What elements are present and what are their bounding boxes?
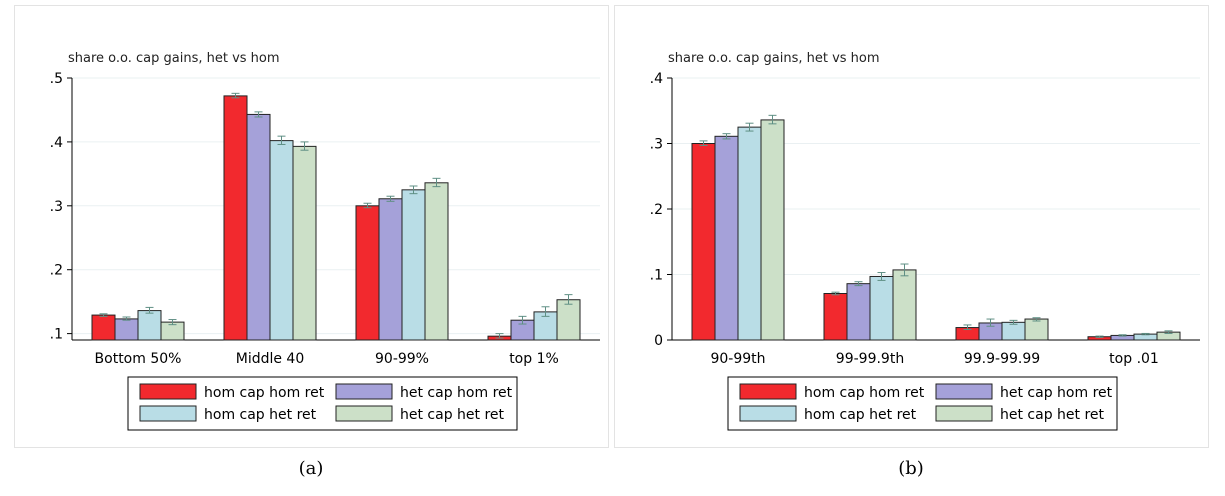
bar	[424, 182, 449, 341]
bar	[1024, 318, 1049, 341]
x-tick-label: 99-99.9th	[836, 351, 904, 367]
legend-label: hom cap hom ret	[804, 385, 925, 401]
y-tick-label: .4	[50, 135, 63, 151]
bar	[869, 275, 894, 341]
legend-swatch	[935, 405, 993, 422]
legend-swatch	[739, 383, 797, 400]
x-tick-label: Bottom 50%	[95, 351, 182, 367]
x-tick-label: 99.9-99.99	[964, 351, 1040, 367]
bar	[223, 95, 248, 341]
y-tick-label: .5	[50, 71, 63, 87]
chart-b: share o.o. cap gains, het vs hom 0 .1 .2 .3.…	[650, 51, 1200, 431]
legend-label: hom cap hom ret	[204, 385, 325, 401]
legend-label: het cap het ret	[400, 407, 505, 423]
legend-label: het cap het ret	[1000, 407, 1105, 423]
legend-label: het cap hom ret	[1000, 385, 1113, 401]
chart-title: share o.o. cap gains, het vs hom	[668, 51, 880, 66]
bar	[401, 189, 426, 341]
bar	[378, 198, 403, 341]
y-tick-label: .3	[50, 199, 63, 215]
legend-swatch	[139, 405, 197, 422]
legend-swatch	[739, 405, 797, 422]
bar	[556, 299, 581, 341]
x-tick-label: Middle 40	[236, 351, 305, 367]
legend-swatch	[335, 383, 393, 400]
caption-a: (a)	[298, 458, 324, 479]
bar	[691, 143, 716, 341]
bar	[355, 205, 380, 341]
y-tick-label: .2	[50, 263, 63, 279]
bar	[114, 318, 139, 341]
x-tick-label: top .01	[1109, 351, 1159, 367]
legend-label: hom cap het ret	[204, 407, 317, 423]
bar	[1001, 321, 1026, 341]
y-tick-label: .2	[650, 202, 663, 218]
chart-panel-b: share o.o. cap gains, het vs hom 0 .1 .2 .3.…	[614, 5, 1209, 448]
chart-a: share o.o. cap gains, het vs hom .1 .2 .3 .4…	[50, 51, 600, 431]
legend-swatch	[935, 383, 993, 400]
chart-title: share o.o. cap gains, het vs hom	[68, 51, 280, 66]
bar	[846, 283, 871, 341]
bar	[91, 314, 116, 341]
chart-panel-a: share o.o. cap gains, het vs hom .1 .2 .3 .4…	[14, 5, 609, 448]
bar	[292, 145, 317, 341]
x-tick-label: 90-99th	[710, 351, 765, 367]
bar	[823, 292, 848, 341]
legend-swatch	[139, 383, 197, 400]
bar	[246, 113, 271, 341]
bar	[714, 135, 739, 341]
y-tick-label: 0	[654, 333, 663, 349]
bar	[269, 140, 294, 341]
y-tick-label: .1	[50, 327, 63, 343]
legend-swatch	[335, 405, 393, 422]
legend-label: het cap hom ret	[400, 385, 513, 401]
legend-label: hom cap het ret	[804, 407, 917, 423]
y-tick-label: .3	[650, 137, 663, 153]
bar	[892, 269, 917, 341]
y-tick-label: .1	[650, 268, 663, 284]
bar	[760, 119, 785, 341]
x-tick-label: 90-99%	[375, 351, 429, 367]
bar	[137, 310, 162, 341]
caption-b: (b)	[898, 458, 924, 479]
y-tick-label: .4	[650, 71, 663, 87]
x-tick-label: top 1%	[509, 351, 559, 367]
bar	[737, 126, 762, 341]
